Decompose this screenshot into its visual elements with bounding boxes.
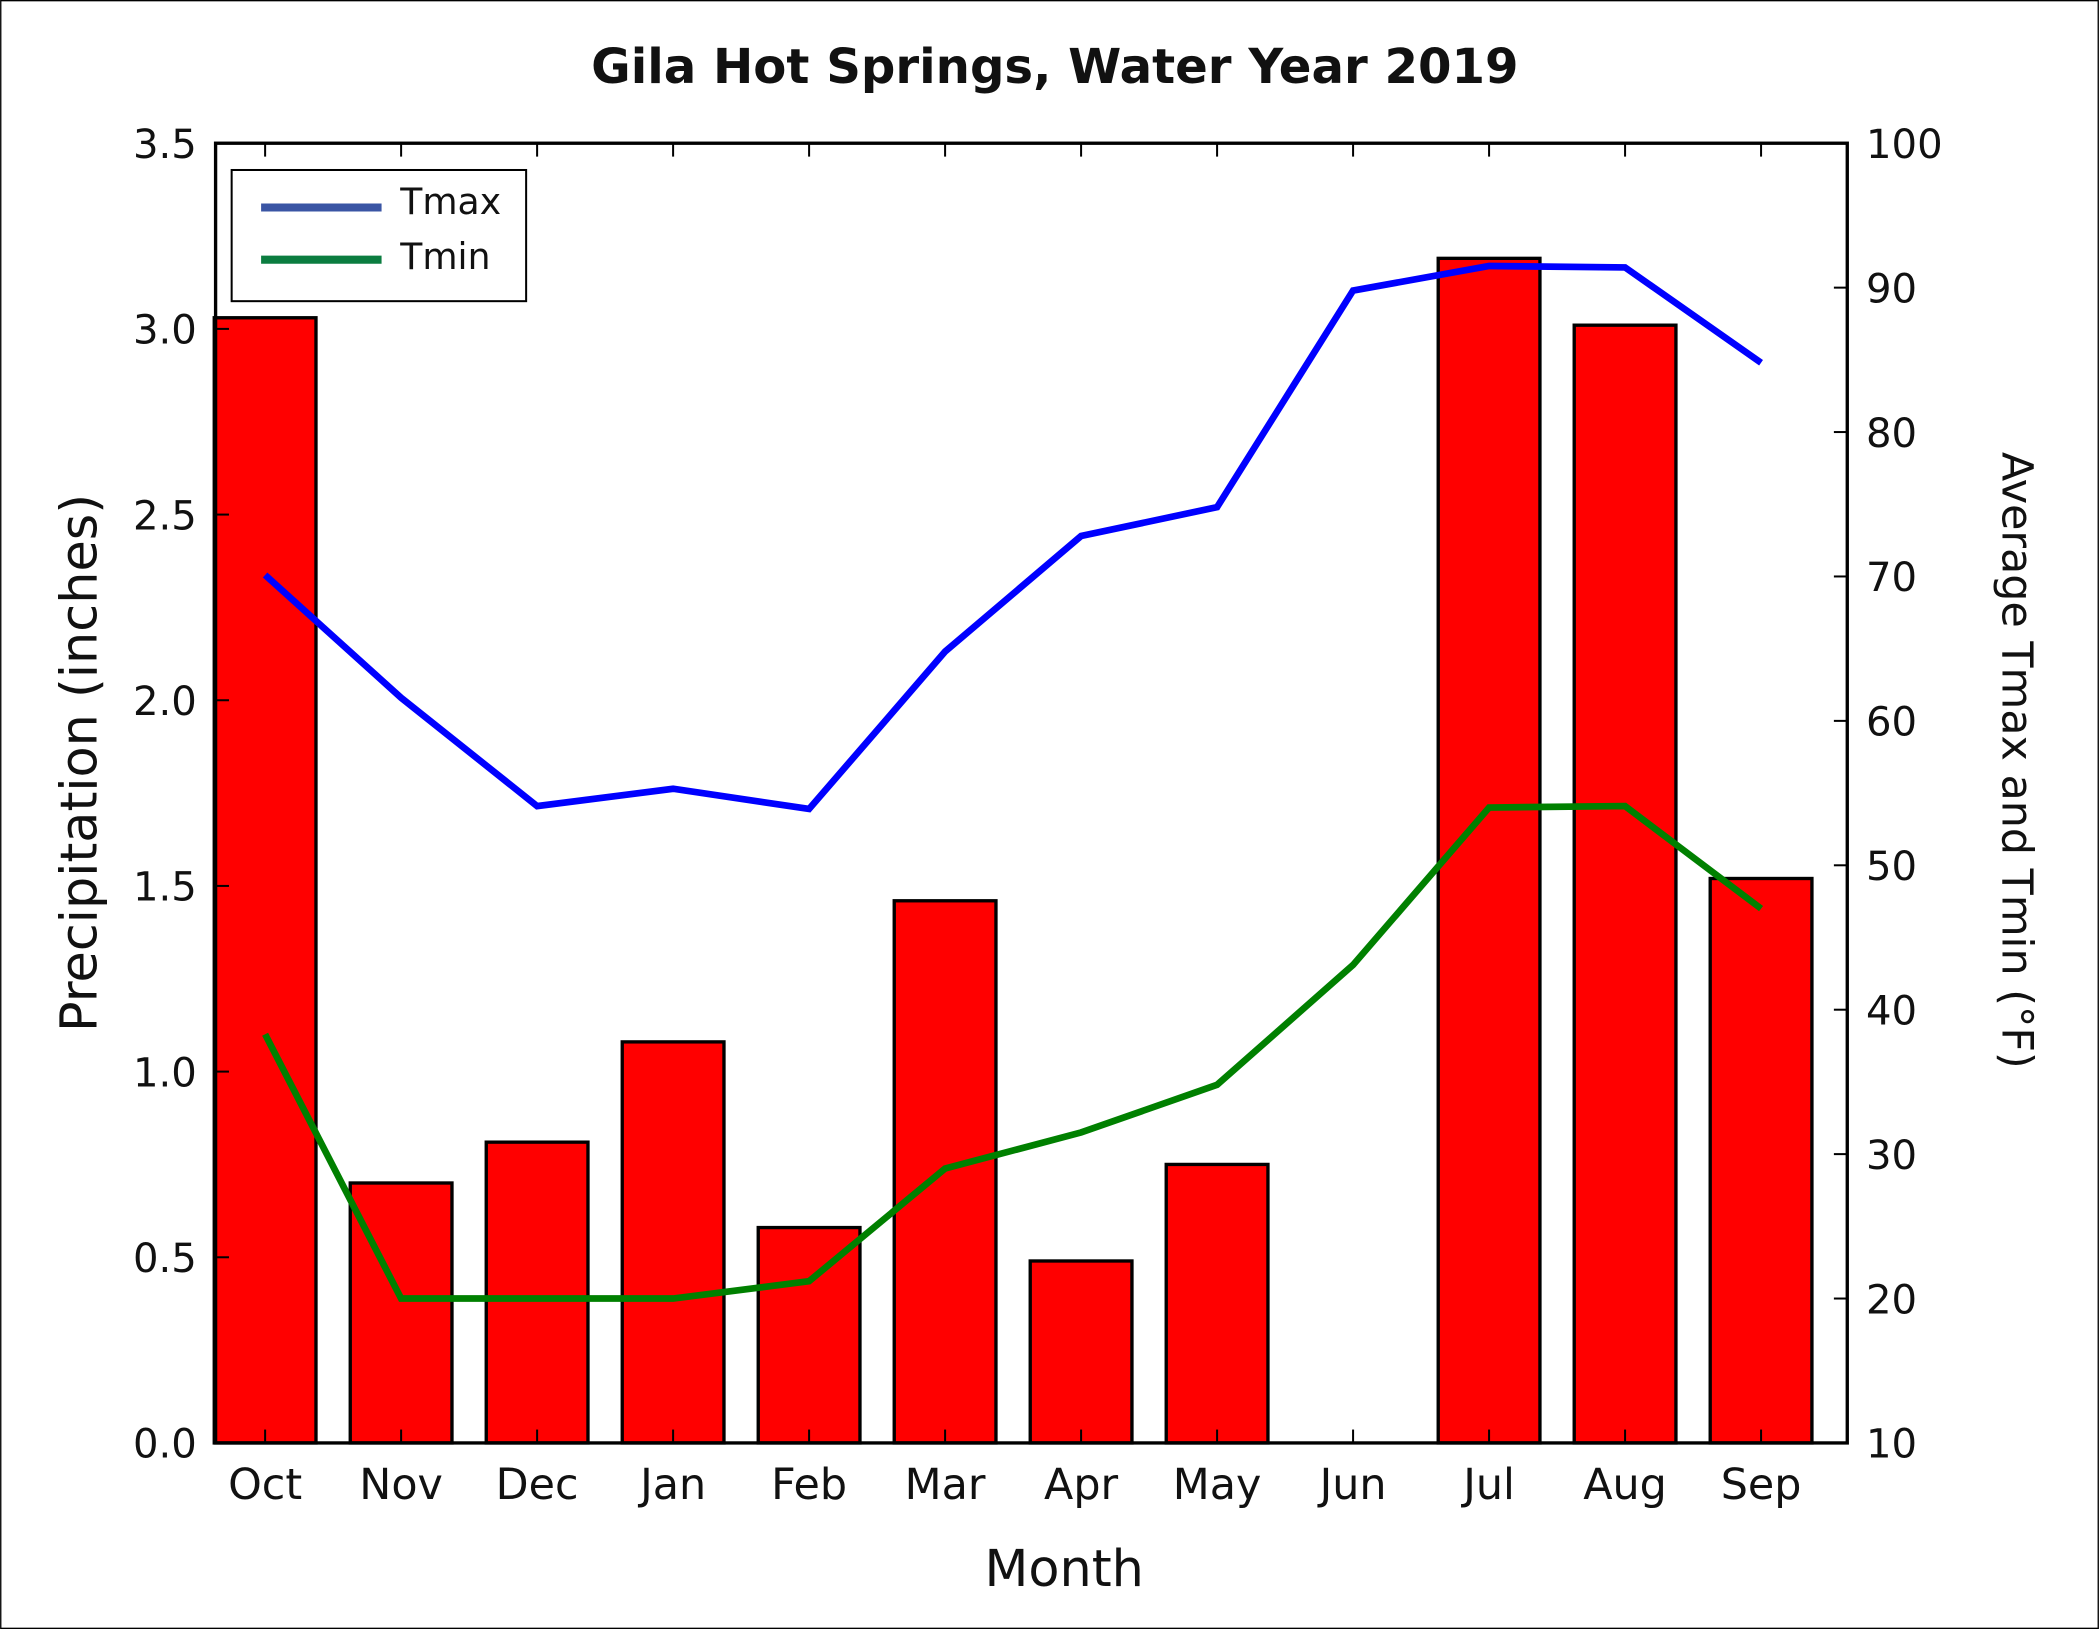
line-tmax: [262, 262, 1763, 813]
x-tick-label: Jul: [1460, 1460, 1515, 1510]
x-tick-label: Dec: [496, 1460, 579, 1510]
y-tick-label: 0.0: [133, 1422, 197, 1468]
bar-sep: [1708, 876, 1814, 1445]
legend-tmin-label: Tmin: [399, 235, 490, 278]
ticks-group: Oct Nov Dec Jan Feb Mar Apr May Jun Jul Aug Sep 0.0 0…: [133, 122, 1943, 1510]
x-tick-label: Apr: [1044, 1460, 1118, 1510]
bars-group: [212, 256, 1814, 1445]
bar-feb: [756, 1225, 862, 1445]
y-tick-label: 3.0: [133, 308, 197, 354]
bar-oct: [212, 316, 318, 1445]
y2-tick-label: 60: [1866, 700, 1917, 746]
lines-group: [262, 262, 1764, 1302]
y2-tick-label: 30: [1866, 1133, 1917, 1179]
x-axis-label: Month: [985, 1539, 1144, 1598]
y2-tick-label: 80: [1866, 411, 1917, 457]
y-tick-label: 2.5: [133, 493, 197, 539]
bar-may: [1164, 1162, 1270, 1445]
y2-tick-label: 70: [1866, 555, 1917, 601]
legend-box: [230, 168, 528, 303]
bar-apr: [1028, 1259, 1134, 1445]
x-tick-label: Aug: [1583, 1460, 1667, 1510]
x-tick-label: May: [1173, 1460, 1262, 1510]
x-tick-label: Jan: [637, 1460, 706, 1510]
chart-title: Gila Hot Springs, Water Year 2019: [591, 39, 1518, 95]
y-tick-label: 0.5: [133, 1236, 197, 1282]
y-axis-label: Precipitation (inches): [49, 494, 108, 1032]
bar-dec: [484, 1140, 590, 1445]
y2-tick-label: 40: [1866, 988, 1917, 1034]
y-tick-label: 1.5: [133, 865, 197, 911]
x-tick-label: Nov: [359, 1460, 443, 1510]
y2-tick-label: 10: [1866, 1422, 1917, 1468]
y2-tick-label: 50: [1866, 844, 1917, 890]
x-tick-label: Sep: [1721, 1460, 1802, 1510]
x-tick-label: Mar: [905, 1460, 986, 1510]
plot-frame: [213, 141, 1849, 1445]
y-tick-label: 1.0: [133, 1050, 197, 1096]
legend: Tmax Tmin: [230, 168, 528, 303]
y2-tick-label: 20: [1866, 1277, 1917, 1323]
y-tick-label: 3.5: [133, 122, 197, 168]
x-tick-label: Feb: [771, 1460, 847, 1510]
y2-tick-label: 100: [1866, 122, 1943, 168]
x-tick-label: Jun: [1317, 1460, 1387, 1510]
y2-axis-label: Average Tmax and Tmin (°F): [1992, 452, 2042, 1069]
bar-jan: [620, 1040, 726, 1445]
x-tick-label: Oct: [228, 1460, 302, 1510]
bar-nov: [348, 1181, 454, 1445]
line-tmin: [262, 802, 1764, 1302]
bar-aug: [1572, 323, 1678, 1445]
legend-tmax-label: Tmax: [399, 180, 501, 223]
y-tick-label: 2.0: [133, 679, 197, 725]
y2-tick-label: 90: [1866, 266, 1917, 312]
